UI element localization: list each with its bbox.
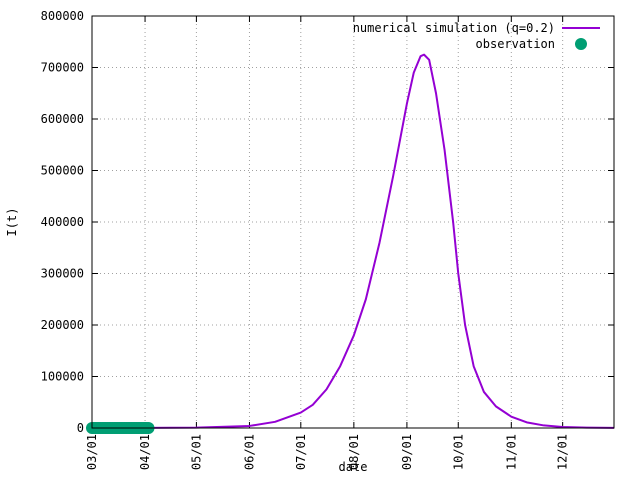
legend-label: observation bbox=[476, 37, 555, 51]
x-tick-label: 04/01 bbox=[138, 434, 152, 470]
simulation-line bbox=[91, 53, 615, 429]
y-tick-label: 300000 bbox=[41, 267, 84, 281]
x-axis-label: date bbox=[339, 460, 368, 474]
y-tick-label: 400000 bbox=[41, 215, 84, 229]
legend-point-swatch bbox=[575, 38, 587, 50]
legend-label: numerical simulation (q=0.2) bbox=[353, 21, 555, 35]
plot-border bbox=[91, 15, 615, 429]
x-tick-label: 07/01 bbox=[294, 434, 308, 470]
x-tick-label: 03/01 bbox=[85, 434, 99, 470]
y-tick-label: 600000 bbox=[41, 112, 84, 126]
y-tick-label: 200000 bbox=[41, 318, 84, 332]
x-tick-label: 10/01 bbox=[451, 434, 465, 470]
series-lines bbox=[91, 53, 615, 429]
x-axis-ticks: 03/01 04/01 05/01 06/01 07/01 08/01 09/01 10/01… bbox=[85, 16, 570, 470]
grid-lines bbox=[91, 15, 614, 429]
y-axis-ticks: 0 100000 200000 300000 400000 500000 600000 700… bbox=[41, 9, 614, 435]
x-tick-label: 08/01 bbox=[347, 434, 361, 470]
x-tick-label: 06/01 bbox=[242, 434, 256, 470]
y-tick-label: 700000 bbox=[41, 61, 84, 75]
y-tick-label: 500000 bbox=[41, 164, 84, 178]
y-tick-label: 800000 bbox=[41, 9, 84, 23]
y-tick-label: 100000 bbox=[41, 370, 84, 384]
x-tick-label: 09/01 bbox=[400, 434, 414, 470]
x-tick-label: 11/01 bbox=[504, 434, 518, 470]
x-tick-label: 05/01 bbox=[189, 434, 203, 470]
x-tick-label: 12/01 bbox=[556, 434, 570, 470]
legend: numerical simulation (q=0.2) observation bbox=[353, 21, 600, 51]
y-tick-label: 0 bbox=[77, 421, 84, 435]
y-axis-label: I(t) bbox=[5, 208, 19, 237]
